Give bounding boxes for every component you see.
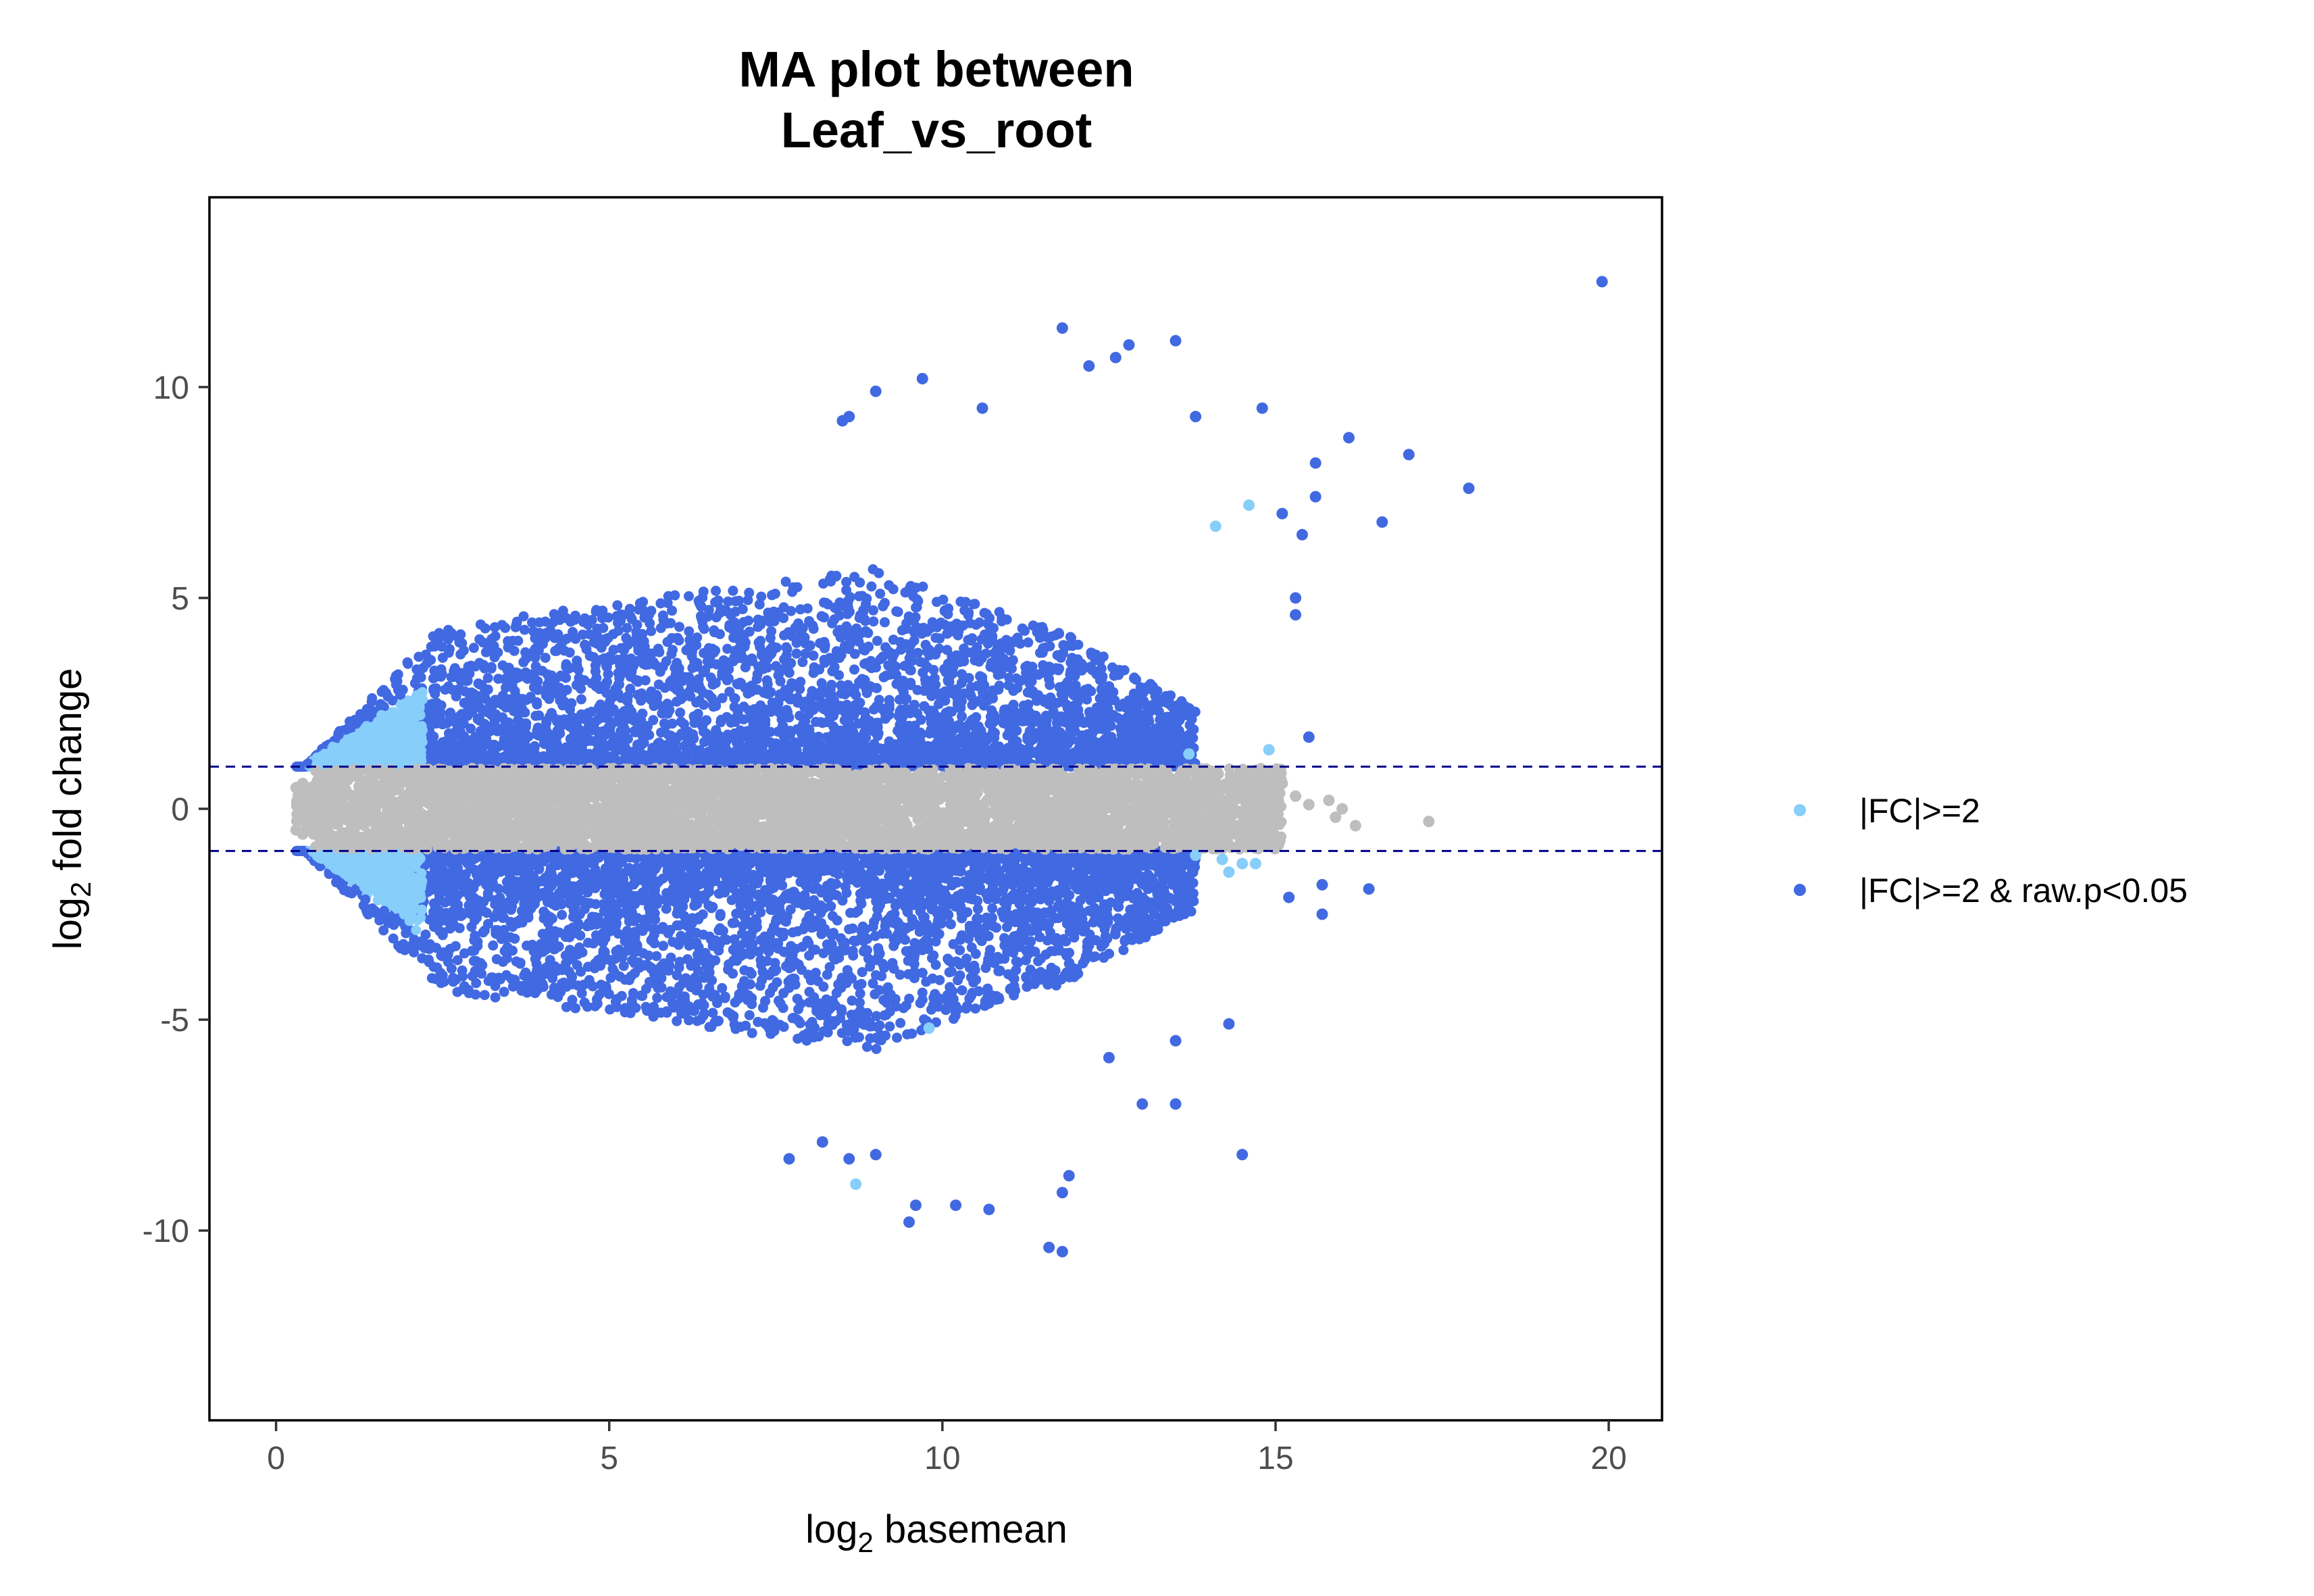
cloud-point <box>763 946 774 957</box>
cloud-point <box>1003 680 1014 691</box>
cloud-point <box>1044 674 1055 684</box>
cloud-point <box>684 634 695 645</box>
cloud-point <box>499 987 509 997</box>
cloud-point <box>859 707 870 718</box>
cloud-point <box>455 629 466 640</box>
cloud-point <box>1113 901 1124 912</box>
cloud-point <box>388 933 399 944</box>
cloud-point <box>655 598 666 609</box>
chart-title-line-1: MA plot between <box>738 41 1134 97</box>
cloud-point <box>653 679 664 690</box>
cloud-point <box>967 700 978 710</box>
cloud-point <box>754 599 765 610</box>
cloud-point <box>871 1044 882 1054</box>
cloud-point <box>509 645 520 656</box>
cloud-point <box>791 648 802 659</box>
cloud-point <box>1017 623 1028 634</box>
cloud-point <box>957 711 967 722</box>
cloud-point <box>471 978 482 989</box>
cloud-point <box>862 945 872 955</box>
cloud-point <box>557 909 568 920</box>
cloud-point <box>855 997 865 1008</box>
cloud-point <box>663 591 674 601</box>
cloud-point <box>565 616 576 627</box>
cloud-point <box>872 636 882 646</box>
cloud-point <box>455 649 466 659</box>
cloud-point <box>576 694 586 705</box>
cloud-point <box>652 993 663 1003</box>
cloud-point <box>591 605 602 616</box>
cloud-point <box>684 626 695 637</box>
cloud-point <box>766 626 777 637</box>
cloud-point <box>854 591 865 601</box>
cloud-point <box>475 619 486 630</box>
cloud-point <box>844 924 855 934</box>
cloud-point <box>550 646 561 656</box>
cloud-point <box>698 726 709 737</box>
cloud-point <box>374 915 385 926</box>
cloud-point <box>808 624 819 634</box>
cloud-point <box>793 1004 804 1015</box>
cloud-point <box>854 1032 864 1043</box>
cloud-point <box>753 637 764 648</box>
cloud-point <box>884 1006 895 1017</box>
cloud-point <box>625 683 636 694</box>
data-points <box>290 276 1608 1257</box>
cloud-point <box>868 616 879 627</box>
cloud-point <box>957 985 967 996</box>
cloud-point <box>882 928 892 939</box>
cloud-point <box>479 990 490 1001</box>
chart-title-line-2: Leaf_vs_root <box>781 102 1092 158</box>
cloud-point <box>867 564 878 574</box>
cloud-point <box>818 612 829 622</box>
cloud-point <box>892 1032 903 1043</box>
cloud-point <box>534 710 545 721</box>
cloud-point <box>546 989 557 1000</box>
cloud-point <box>1011 956 1022 967</box>
cloud-point <box>448 972 459 983</box>
cloud-point <box>711 585 721 596</box>
cloud-point <box>753 1016 763 1027</box>
cloud-point <box>697 909 708 920</box>
cloud-point <box>672 898 682 909</box>
cloud-point <box>895 1018 906 1028</box>
cloud-point <box>880 617 890 628</box>
cloud-point <box>521 718 532 729</box>
cloud-point <box>637 708 648 719</box>
cloud-point <box>495 694 505 705</box>
cloud-point <box>532 683 543 694</box>
cloud-point <box>1066 632 1076 643</box>
cloud-point <box>468 643 479 653</box>
cloud-point <box>772 977 782 988</box>
cloud-point <box>745 966 755 977</box>
cloud-point <box>603 612 613 623</box>
cloud-point <box>902 1029 913 1040</box>
cloud-point <box>987 903 998 914</box>
cloud-point <box>674 635 684 646</box>
cloud-point <box>792 993 803 1004</box>
cloud-point <box>667 605 678 616</box>
cloud-point <box>884 1021 895 1032</box>
cloud-point <box>658 941 669 951</box>
cloud-point <box>987 685 998 696</box>
cloud-point <box>927 953 937 964</box>
cloud-point <box>707 643 718 654</box>
cloud-point <box>1118 945 1129 955</box>
cloud-point <box>686 651 697 662</box>
cloud-point <box>632 620 643 630</box>
cloud-point <box>866 581 877 592</box>
cloud-point <box>488 940 499 951</box>
cloud-point <box>428 684 439 694</box>
cloud-point <box>728 585 738 596</box>
cloud-point <box>871 1011 882 1022</box>
cloud-point <box>675 707 686 718</box>
cloud-point <box>787 927 798 938</box>
cloud-point <box>661 903 672 914</box>
cloud-point <box>672 1016 682 1026</box>
cloud-point <box>730 596 741 607</box>
cloud-point <box>942 609 953 620</box>
cloud-point <box>757 710 768 721</box>
cloud-point <box>547 973 558 984</box>
